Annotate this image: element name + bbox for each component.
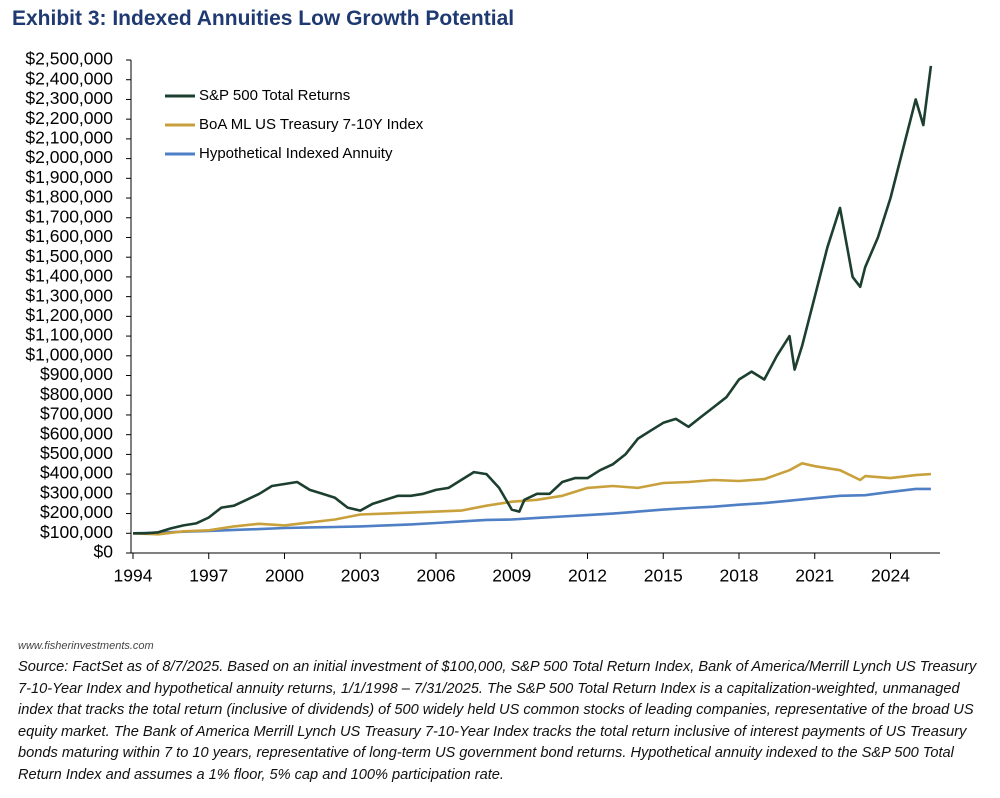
legend-label: Hypothetical Indexed Annuity [199,145,393,162]
y-tick-label: $1,400,000 [25,266,113,286]
legend-label: BoA ML US Treasury 7-10Y Index [199,116,424,133]
y-tick-label: $900,000 [40,364,113,384]
y-tick-label: $1,000,000 [25,344,113,364]
x-tick-label: 2006 [417,566,456,586]
series-line [132,462,931,536]
x-tick-label: 2000 [265,566,304,586]
x-tick-label: 2012 [568,566,607,586]
y-tick-label: $1,700,000 [25,206,113,226]
y-tick-label: $400,000 [40,463,113,483]
y-tick-label: $1,600,000 [25,226,113,246]
y-tick-label: $1,900,000 [25,167,113,187]
y-tick-label: $300,000 [40,482,113,502]
y-tick-label: $2,200,000 [25,108,113,128]
y-tick-label: $2,500,000 [25,49,113,69]
series-line [133,65,933,535]
y-tick-label: $1,100,000 [25,325,113,345]
y-tick-label: $2,300,000 [25,88,113,108]
x-tick-label: 2021 [795,566,834,586]
y-tick-label: $2,400,000 [25,68,113,88]
x-tick-label: 2024 [871,566,910,586]
y-tick-label: $2,000,000 [25,147,113,167]
y-tick-label: $100,000 [40,522,113,542]
x-tick-label: 1994 [114,566,153,586]
chart: Exhibit 3: Indexed Annuities Low Growth … [12,7,940,586]
legend-label: S&P 500 Total Returns [199,87,350,104]
y-tick-label: $200,000 [40,502,113,522]
x-tick-label: 2018 [720,566,759,586]
y-tick-label: $0 [94,542,114,562]
y-tick-label: $2,100,000 [25,128,113,148]
y-tick-label: $700,000 [40,404,113,424]
y-tick-label: $1,200,000 [25,305,113,325]
x-tick-label: 1997 [189,566,228,586]
x-tick-label: 2015 [644,566,683,586]
website: www.fisherinvestments.com [18,640,154,652]
y-tick-label: $800,000 [40,384,113,404]
source-note: Source: FactSet as of 8/7/2025. Based on… [18,659,977,783]
chart-title: Exhibit 3: Indexed Annuities Low Growth … [12,7,514,30]
y-tick-label: $1,800,000 [25,187,113,207]
y-tick-label: $500,000 [40,443,113,463]
x-tick-label: 2003 [341,566,380,586]
series-line [132,487,931,535]
y-tick-label: $1,300,000 [25,285,113,305]
y-tick-label: $1,500,000 [25,246,113,266]
x-tick-label: 2009 [492,566,531,586]
y-tick-label: $600,000 [40,423,113,443]
